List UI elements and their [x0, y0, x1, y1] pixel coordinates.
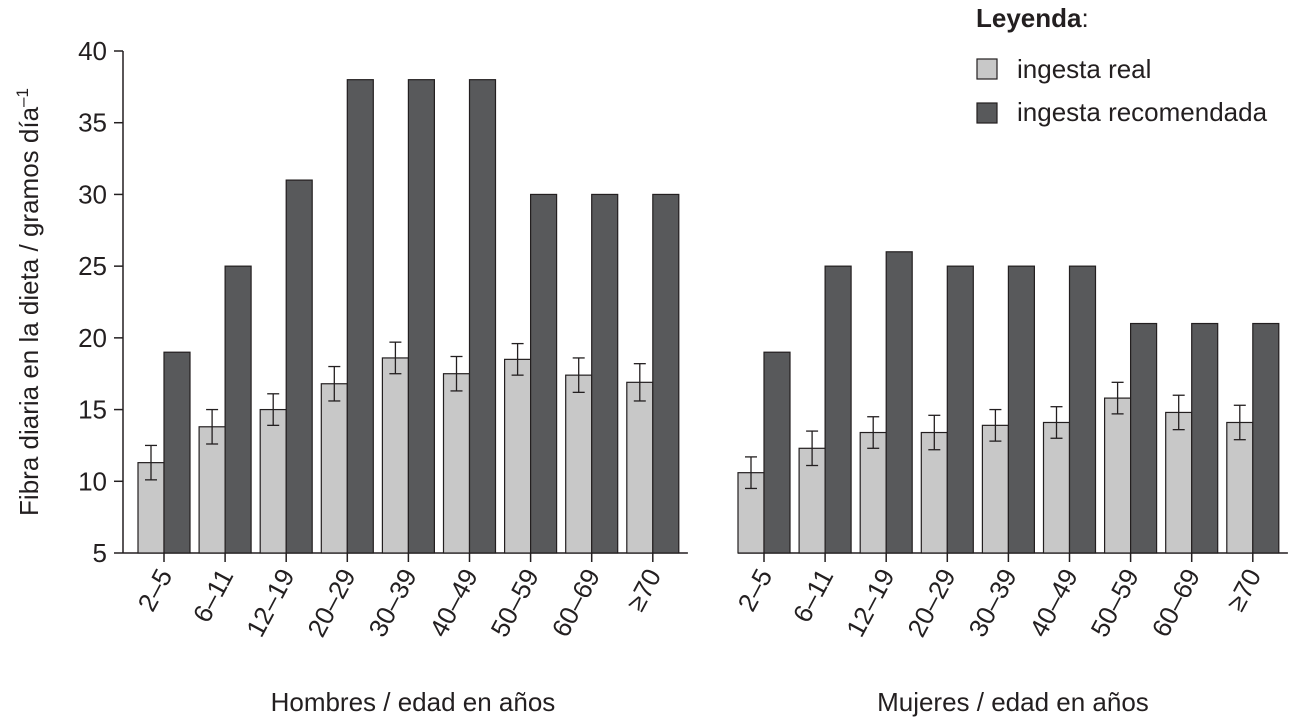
y-tick-label: 20: [78, 323, 107, 353]
bar-ingesta-real: [381, 357, 409, 554]
bar-ingesta-recomendada: [946, 265, 974, 554]
legend-title: Leyenda:: [976, 3, 1089, 33]
bar-ingesta-real: [920, 431, 948, 554]
legend-label-ingesta-real: ingesta real: [1017, 54, 1151, 84]
x-tick-label: 60–69: [546, 564, 606, 642]
x-tick-label: 50–59: [1084, 564, 1144, 642]
bar-ingesta-real: [1226, 421, 1254, 554]
y-tick-label: 10: [78, 466, 107, 496]
legend: Leyenda: ingesta real ingesta recomendad…: [976, 3, 1268, 127]
bar-ingesta-recomendada: [885, 251, 913, 554]
bar-ingesta-recomendada: [1129, 322, 1158, 554]
y-tick-label: 15: [78, 395, 107, 425]
bar-ingesta-recomendada: [1068, 265, 1097, 554]
legend-swatch-ingesta-real: [976, 58, 998, 80]
x-tick-label: ≥70: [620, 564, 667, 616]
y-tick-label: 30: [78, 179, 107, 209]
x-tick-label: 40–49: [1023, 564, 1083, 642]
x-tick-label: 40–49: [423, 564, 483, 642]
x-tick-label: 20–29: [901, 564, 961, 642]
bar-ingesta-recomendada: [1007, 265, 1036, 554]
bar-ingesta-recomendada: [285, 179, 313, 554]
bar-ingesta-real: [1042, 421, 1071, 554]
x-tick-label: 50–59: [484, 564, 544, 642]
bar-ingesta-real: [198, 426, 226, 554]
bar-ingesta-recomendada: [163, 351, 191, 554]
bar-ingesta-real: [981, 424, 1010, 554]
group-label: Mujeres / edad en años: [877, 687, 1149, 717]
bar-ingesta-recomendada: [468, 79, 497, 554]
y-axis-label-superscript: –1: [13, 88, 32, 107]
x-tick-label: 12–19: [840, 564, 900, 642]
legend-title-colon: :: [1082, 3, 1089, 33]
y-tick-label: 40: [78, 36, 107, 66]
bar-ingesta-recomendada: [1191, 322, 1219, 554]
x-tick-label: 2–5: [731, 564, 778, 616]
bar-ingesta-recomendada: [824, 265, 852, 554]
x-tick-label: 6–11: [787, 564, 840, 627]
x-tick-label: 20–29: [301, 564, 361, 642]
y-tick-label: 5: [93, 538, 107, 568]
y-axis-label: Fibra diaria en la dieta / gramos día–1: [13, 88, 44, 516]
bar-ingesta-real: [1103, 397, 1132, 554]
bar-ingesta-real: [859, 431, 887, 554]
bar-ingesta-recomendada: [346, 79, 374, 554]
x-tick-label: 60–69: [1146, 564, 1206, 642]
bar-ingesta-real: [259, 408, 287, 554]
x-tick-label: 30–39: [362, 564, 422, 642]
bar-ingesta-recomendada: [529, 193, 558, 554]
bar-ingesta-real: [442, 373, 471, 554]
legend-swatch-ingesta-recomendada: [976, 102, 998, 124]
x-tick-label: ≥70: [1220, 564, 1267, 616]
bar-ingesta-recomendada: [1252, 322, 1280, 554]
bar-ingesta-recomendada: [652, 193, 680, 554]
x-tick-label: 6–11: [187, 564, 240, 627]
bar-ingesta-real: [320, 383, 348, 554]
y-tick-label: 25: [78, 251, 107, 281]
bar-ingesta-real: [565, 374, 593, 554]
bar-ingesta-recomendada: [591, 193, 619, 554]
x-tick-label: 30–39: [962, 564, 1022, 642]
x-tick-label: 2–5: [131, 564, 178, 616]
group-label: Hombres / edad en años: [271, 687, 556, 717]
bar-ingesta-real: [504, 358, 532, 554]
y-tick-label: 35: [78, 108, 107, 138]
bar-ingesta-recomendada: [224, 265, 252, 554]
bar-ingesta-real: [1165, 411, 1193, 554]
bar-ingesta-recomendada: [763, 351, 791, 554]
bar-ingesta-recomendada: [407, 79, 435, 554]
legend-label-ingesta-recomendada: ingesta recomendada: [1017, 97, 1268, 127]
bar-ingesta-real: [626, 381, 654, 554]
x-tick-label: 12–19: [240, 564, 300, 642]
